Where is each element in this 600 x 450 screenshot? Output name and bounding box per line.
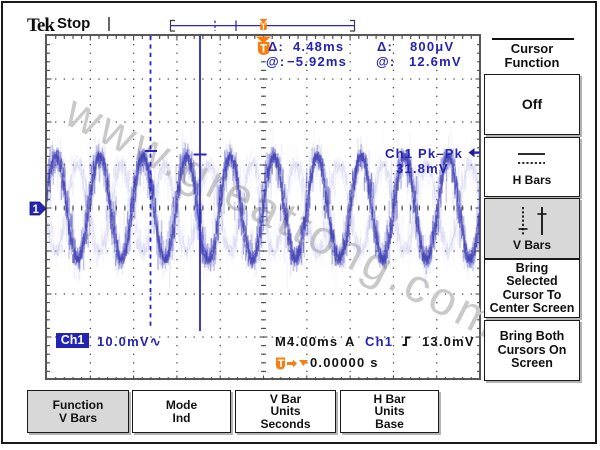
svg-text:T: T [261,23,266,32]
svg-text:T: T [278,358,285,370]
svg-text:T: T [260,44,267,56]
svg-text:1: 1 [33,204,40,216]
